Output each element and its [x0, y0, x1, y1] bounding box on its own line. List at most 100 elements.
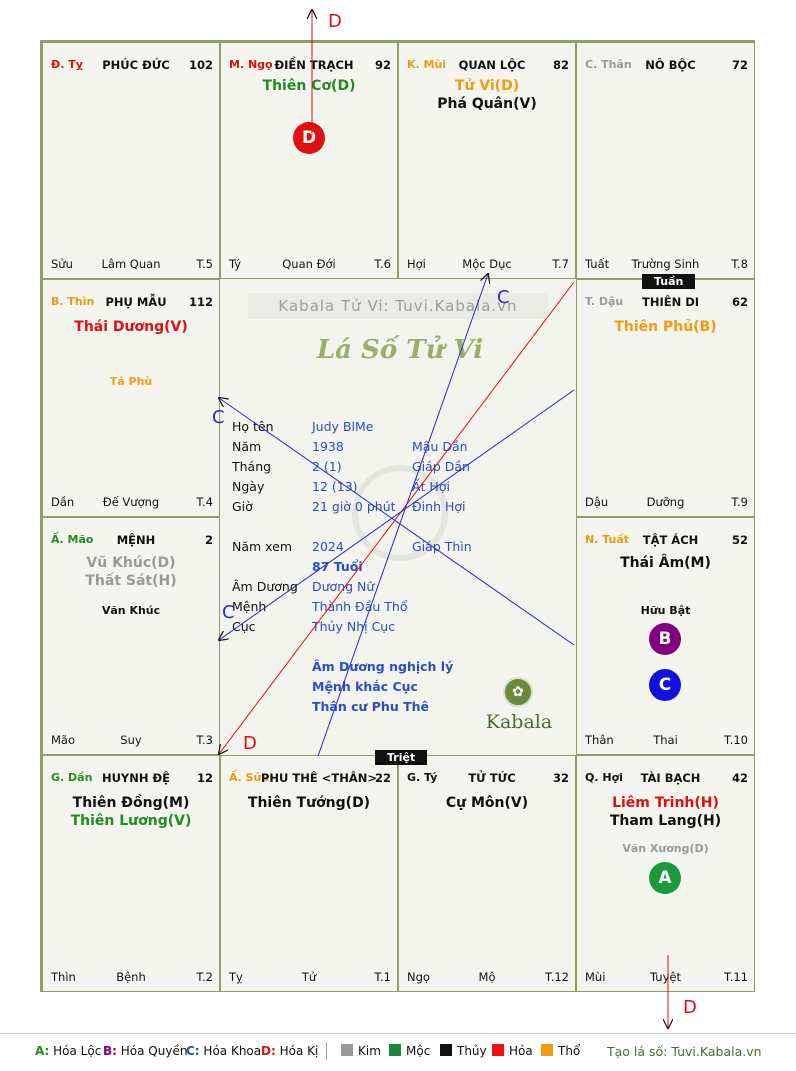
palace-stage: Mộc Dục	[462, 257, 512, 271]
palace-position: C. Thân	[585, 58, 632, 71]
info-label: Ngày	[232, 479, 265, 494]
palace-name: THIÊN DI	[641, 295, 700, 309]
palace-age: T.1	[374, 970, 391, 984]
palace-position: Ấ. Sửu	[229, 771, 270, 784]
palace-number: 112	[188, 295, 213, 309]
credit-link[interactable]: Tạo lá số: Tuvi.Kabala.vn	[607, 1044, 762, 1059]
info-label: Tháng	[232, 459, 272, 474]
legend-hoa-ki: D: Hóa Kị	[261, 1044, 319, 1058]
palace-phu-the[interactable]: Ấ. Sửu PHU THÊ <THÂN> 22 Thiên Tướng(D) Tỵ Tử…	[220, 755, 398, 992]
minor-star: Hữu Bật	[640, 604, 691, 617]
major-stars: Tử Vi(D) Phá Quân(V)	[399, 77, 575, 113]
palace-name: MỆNH	[116, 533, 156, 547]
palace-tat-ach[interactable]: N. Tuất TẬT ÁCH 52 Thái Âm(M) Hữu Bật Thân Tha…	[576, 517, 755, 755]
palace-menh[interactable]: Ấ. Mão MỆNH 2 Vũ Khúc(D) Thất Sát(H) Văn Khúc…	[42, 517, 220, 755]
palace-stage: Tử	[301, 970, 317, 984]
legend-bar: A: Hóa Lộc B: Hóa Quyền C: Hóa Khoa D: H…	[0, 1033, 796, 1071]
center-info-panel: Kabala Tử Vi: Tuvi.Kabala.vn Lá Số Tử Vi…	[220, 279, 577, 756]
chart-title: Lá Số Tử Vi	[316, 335, 484, 365]
major-stars: Thái Âm(M)	[577, 554, 754, 572]
palace-dien-trach[interactable]: M. Ngọ ĐIỀN TRẠCH 92 Thiên Cơ(D) Tý Quan Đới T…	[220, 42, 398, 279]
major-star: Thiên Lương(V)	[70, 813, 192, 829]
info-label: Năm	[232, 439, 262, 454]
major-stars: Liêm Trinh(H) Tham Lang(H)	[577, 794, 754, 830]
info-value: 12 (13)	[312, 479, 358, 494]
info-value: Thành Đầu Thổ	[312, 599, 408, 614]
palace-name: QUAN LỘC	[458, 58, 526, 72]
palace-branch: Hợi	[407, 257, 426, 271]
palace-name: PHU THÊ <THÂN>	[261, 771, 377, 785]
palace-position: Đ. Tỵ	[51, 58, 83, 71]
info-label: Họ tên	[232, 419, 274, 434]
legend-hoa: Hỏa	[492, 1044, 533, 1058]
info-label: Âm Dương	[232, 579, 298, 594]
palace-age: T.9	[731, 495, 748, 509]
palace-tu-tuc[interactable]: G. Tý TỬ TỨC 32 Cự Môn(V) Ngọ Mộ T.12	[398, 755, 576, 992]
palace-age: T.3	[196, 733, 213, 747]
palace-stage: Tuyệt	[650, 970, 681, 984]
palace-quan-loc[interactable]: K. Mùi QUAN LỘC 82 Tử Vi(D) Phá Quân(V) Hợi Mộ…	[398, 42, 576, 279]
palace-number: 22	[374, 771, 391, 785]
legend-thuy: Thủy	[440, 1044, 487, 1058]
palace-no-boc[interactable]: C. Thân NÔ BỘC 72 Tuất Trường Sinh T.8	[576, 42, 755, 279]
legend-tho: Thổ	[541, 1044, 580, 1058]
info-label: Cục	[232, 619, 256, 634]
palace-branch: Dần	[51, 495, 75, 509]
major-star: Thái Dương(V)	[74, 319, 188, 335]
arrow-label-c-left1: C	[212, 407, 225, 428]
palace-age: T.4	[196, 495, 213, 509]
major-star: Phá Quân(V)	[437, 96, 537, 112]
info-can-chi: Ất Hợi	[412, 479, 450, 494]
palace-stage: Lâm Quan	[101, 257, 161, 271]
info-can-chi: Mậu Dần	[412, 439, 468, 454]
legend-hoa-loc: A: Hóa Lộc	[35, 1044, 102, 1058]
major-star: Cự Môn(V)	[445, 795, 529, 811]
info-label: Năm xem	[232, 539, 293, 554]
palace-number: 102	[188, 58, 213, 72]
major-star: Thất Sát(H)	[85, 573, 177, 589]
palace-huynh-de[interactable]: G. Dần HUYNH ĐỆ 12 Thiên Đồng(M) Thiên Lương…	[42, 755, 220, 992]
hoa-khoa-badge: C	[649, 669, 681, 701]
palace-phu-mau[interactable]: B. Thìn PHỤ MẪU 112 Thái Dương(V) Tả Phù Dần Đ…	[42, 279, 220, 517]
palace-stage: Đế Vượng	[102, 495, 160, 509]
minor-star: Văn Khúc	[101, 604, 161, 617]
palace-branch: Ngọ	[407, 970, 430, 984]
palace-branch: Dậu	[585, 495, 609, 509]
palace-age: T.5	[196, 257, 213, 271]
info-label: Giờ	[232, 499, 253, 514]
major-stars: Vũ Khúc(D) Thất Sát(H)	[43, 554, 219, 590]
minor-star: Tả Phù	[109, 375, 153, 388]
palace-stage: Bệnh	[116, 970, 146, 984]
info-value: 21 giờ 0 phút	[312, 499, 396, 514]
major-stars: Thiên Cơ(D)	[221, 77, 397, 95]
palace-name: PHỤ MẪU	[105, 295, 167, 309]
legend-moc: Mộc	[389, 1044, 430, 1058]
palace-branch: Tý	[229, 257, 242, 271]
palace-branch: Tỵ	[229, 970, 243, 984]
hoa-quyen-badge: B	[649, 623, 681, 655]
info-note: Thân cư Phu Thê	[312, 699, 429, 714]
palace-age: T.8	[731, 257, 748, 271]
arrow-label-d-bottom-left: D	[243, 733, 257, 754]
major-star: Tham Lang(H)	[609, 813, 722, 829]
palace-name: TÀI BẠCH	[640, 771, 701, 785]
major-star: Tử Vi(D)	[454, 78, 520, 94]
palace-number: 92	[374, 58, 391, 72]
info-note: Mệnh khắc Cục	[312, 679, 418, 694]
palace-tai-bach[interactable]: Q. Hợi TÀI BẠCH 42 Liêm Trinh(H) Tham Lang(H…	[576, 755, 755, 992]
kabala-logo-icon: ✿	[503, 677, 533, 707]
palace-stage: Trường Sinh	[631, 257, 700, 271]
palace-number: 12	[196, 771, 213, 785]
palace-name: PHÚC ĐỨC	[102, 58, 170, 72]
palace-phuc-duc[interactable]: Đ. Tỵ PHÚC ĐỨC 102 Sửu Lâm Quan T.5	[42, 42, 220, 279]
palace-branch: Thìn	[51, 970, 76, 984]
palace-stage: Quan Đới	[282, 257, 336, 271]
palace-number: 2	[204, 533, 213, 547]
palace-stage: Dưỡng	[646, 495, 685, 509]
brand-name: Kabala	[485, 711, 553, 733]
info-value: Thủy Nhị Cục	[312, 619, 396, 634]
palace-thien-di[interactable]: T. Dậu THIÊN DI 62 Thiên Phủ(B) Dậu Dưỡng T.9	[576, 279, 755, 517]
palace-position: G. Tý	[407, 771, 438, 784]
info-can-chi: Đinh Hợi	[412, 499, 466, 514]
info-value: 2024	[312, 539, 344, 554]
